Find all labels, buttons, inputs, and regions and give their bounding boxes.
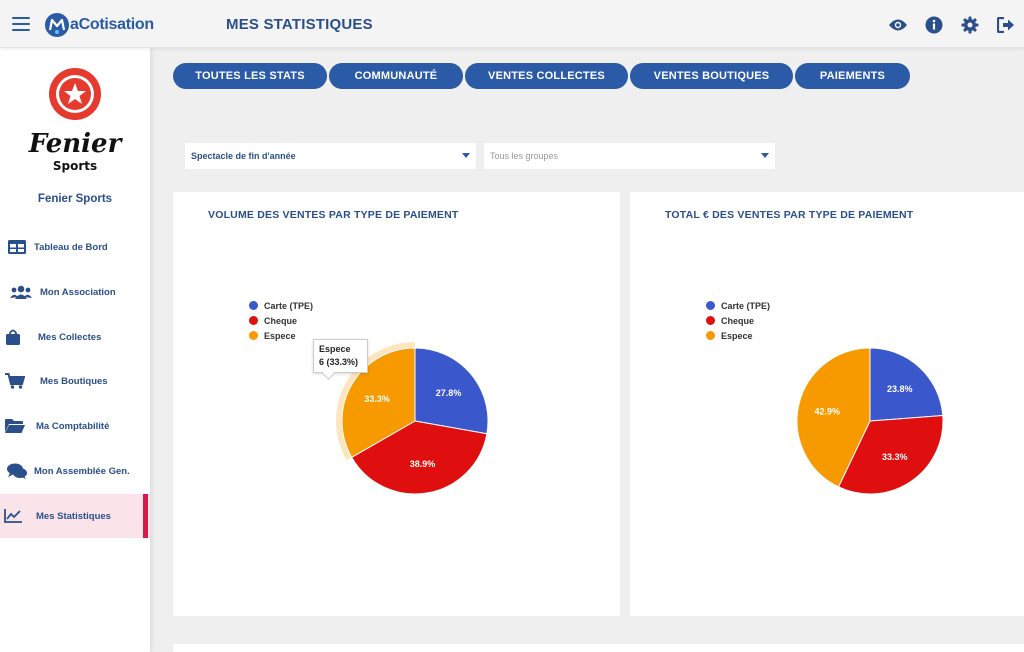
total-chart-card: TOTAL € DES VENTES PAR TYPE DE PAIEMENT …	[630, 192, 1024, 616]
event-select[interactable]: Spectacle de fin d'année	[185, 143, 476, 169]
page-title: MES STATISTIQUES	[226, 16, 373, 33]
folder-icon	[0, 419, 32, 433]
chart-legend: Carte (TPE) Cheque Espece	[249, 298, 313, 343]
pie-slice-espece[interactable]	[341, 347, 416, 459]
pie-slice-cheque[interactable]	[837, 414, 944, 495]
pie-slice-label-espece: 42.9%	[815, 406, 841, 416]
pie-slice-carte[interactable]	[414, 347, 489, 435]
pie-slice-espece[interactable]	[796, 347, 871, 488]
dashboard-icon	[0, 240, 34, 254]
sidebar-item-label: Mes Statistiques	[36, 510, 111, 522]
legend-label: Carte (TPE)	[721, 300, 771, 311]
sidebar-item-comptabilite[interactable]: Ma Comptabilité	[0, 404, 150, 448]
chart-title: TOTAL € DES VENTES PAR TYPE DE PAIEMENT	[665, 209, 914, 221]
group-select-value: Tous les groupes	[490, 151, 559, 161]
sidebar-item-boutiques[interactable]: Mes Boutiques	[0, 359, 150, 403]
tab-ventes-collectes[interactable]: VENTES COLLECTES	[465, 63, 628, 89]
chart-legend: Carte (TPE) Cheque Espece	[706, 298, 770, 343]
chart-title: VOLUME DES VENTES PAR TYPE DE PAIEMENT	[208, 209, 459, 221]
top-bar: aCotisation MES STATISTIQUES	[0, 0, 1024, 48]
legend-label: Espece	[721, 330, 753, 341]
app-logo-text: aCotisation	[70, 16, 154, 33]
app-logo-icon	[45, 13, 69, 37]
legend-dot	[249, 316, 258, 325]
chart-line-icon	[0, 509, 30, 523]
legend-item-carte[interactable]: Carte (TPE)	[706, 298, 770, 313]
stats-tabs: TOUTES LES STATS COMMUNAUTÉ VENTES COLLE…	[173, 63, 912, 89]
tab-toutes-les-stats[interactable]: TOUTES LES STATS	[173, 63, 327, 89]
sidebar-item-dashboard[interactable]: Tableau de Bord	[0, 225, 150, 269]
sidebar-item-statistiques[interactable]: Mes Statistiques	[0, 494, 150, 538]
sidebar-item-label: Mes Collectes	[38, 331, 102, 343]
legend-item-espece[interactable]: Espece	[249, 328, 313, 343]
legend-item-carte[interactable]: Carte (TPE)	[249, 298, 313, 313]
logout-icon[interactable]	[988, 13, 1024, 37]
total-pie-chart: 23.8% 33.3% 42.9%	[796, 347, 944, 495]
sidebar-item-assemblee[interactable]: Mon Assemblée Gen.	[0, 449, 150, 493]
svg-text:Fenier: Fenier	[28, 129, 124, 159]
comments-icon	[0, 463, 34, 479]
legend-dot	[249, 331, 258, 340]
tooltip-title: Espece	[319, 344, 351, 354]
legend-dot	[249, 301, 258, 310]
gear-icon[interactable]	[952, 13, 988, 37]
chevron-down-icon	[761, 153, 769, 158]
pie-slice-label-cheque: 38.9%	[410, 459, 436, 469]
cart-icon	[0, 373, 32, 389]
org-logo: Fenier Sports	[22, 68, 128, 178]
sidebar: Fenier Sports Fenier Sports Tableau de B…	[0, 48, 150, 652]
shopping-bag-icon	[0, 329, 30, 345]
event-select-value: Spectacle de fin d'année	[191, 151, 296, 161]
app-logo[interactable]: aCotisation	[44, 12, 154, 38]
tooltip-value: 6 (33.3%)	[319, 357, 359, 367]
pie-slice-label-espece: 33.3%	[364, 394, 390, 404]
chevron-down-icon	[462, 153, 470, 158]
legend-dot	[706, 331, 715, 340]
legend-item-espece[interactable]: Espece	[706, 328, 770, 343]
sidebar-item-label: Tableau de Bord	[34, 241, 108, 253]
tab-communaute[interactable]: COMMUNAUTÉ	[329, 63, 463, 89]
menu-icon[interactable]	[12, 17, 30, 31]
legend-item-cheque[interactable]: Cheque	[706, 313, 770, 328]
sidebar-item-collectes[interactable]: Mes Collectes	[0, 315, 150, 359]
legend-label: Cheque	[264, 315, 298, 326]
sidebar-item-label: Mes Boutiques	[40, 375, 108, 387]
volume-pie-chart: 27.8% 38.9% 33.3%	[336, 342, 489, 495]
chart-tooltip: Espece 6 (33.3%)	[313, 339, 368, 373]
users-icon	[4, 285, 38, 299]
sidebar-item-label: Mon Assemblée Gen.	[34, 465, 130, 477]
next-chart-card	[173, 644, 1024, 652]
tab-paiements[interactable]: PAIEMENTS	[795, 63, 910, 89]
volume-chart-card: VOLUME DES VENTES PAR TYPE DE PAIEMENT C…	[173, 192, 620, 616]
pie-slice-cheque[interactable]	[351, 420, 488, 495]
legend-label: Carte (TPE)	[264, 300, 314, 311]
eye-icon[interactable]	[880, 13, 916, 37]
legend-dot	[706, 316, 715, 325]
svg-text:Sports: Sports	[53, 159, 97, 173]
legend-label: Espece	[264, 330, 296, 341]
sidebar-item-association[interactable]: Mon Association	[0, 270, 150, 314]
tab-ventes-boutiques[interactable]: VENTES BOUTIQUES	[630, 63, 793, 89]
sidebar-item-label: Ma Comptabilité	[36, 420, 110, 432]
legend-item-cheque[interactable]: Cheque	[249, 313, 313, 328]
pie-slice-label-carte: 27.8%	[436, 388, 462, 398]
legend-label: Cheque	[721, 315, 755, 326]
pie-slice-label-carte: 23.8%	[887, 384, 913, 394]
legend-dot	[706, 301, 715, 310]
sidebar-item-label: Mon Association	[40, 286, 116, 298]
group-select[interactable]: Tous les groupes	[484, 143, 775, 169]
info-icon[interactable]	[916, 13, 952, 37]
org-name: Fenier Sports	[37, 193, 113, 205]
pie-slice-label-cheque: 33.3%	[882, 452, 908, 462]
pie-slice-carte[interactable]	[869, 347, 944, 422]
